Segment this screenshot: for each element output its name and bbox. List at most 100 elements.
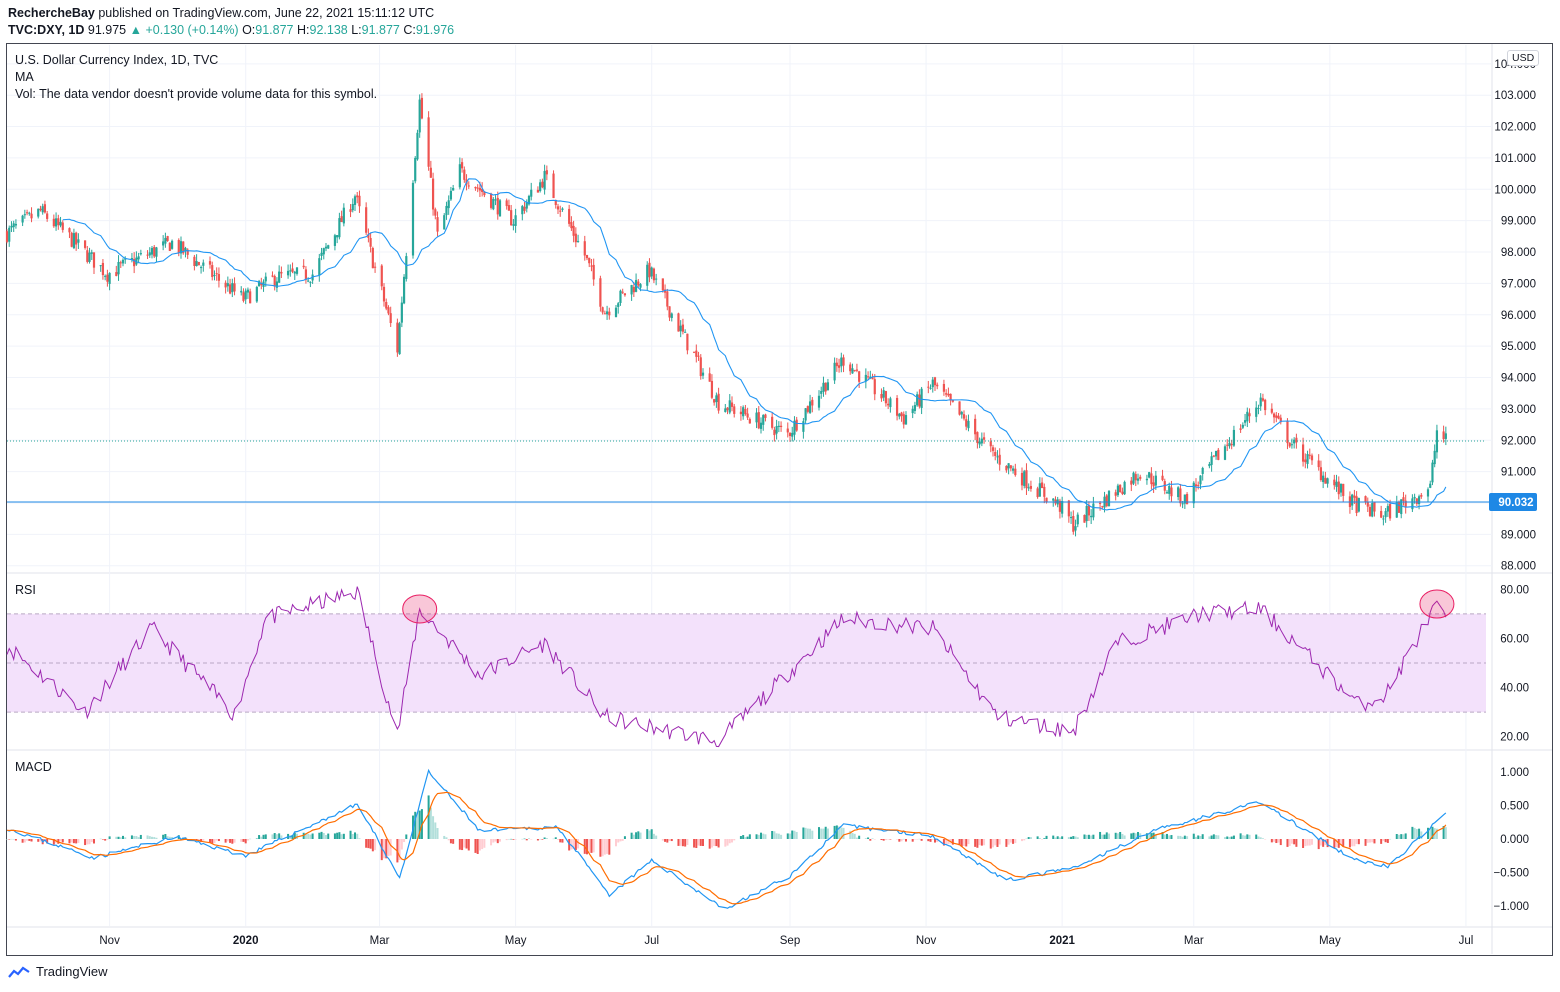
macd-histogram-bar <box>746 836 749 839</box>
candle-body <box>478 187 482 191</box>
candle-body <box>1366 502 1369 507</box>
candle-body <box>884 391 888 404</box>
candle-body <box>166 236 169 241</box>
candle-body <box>496 197 499 215</box>
price-tick-label: 93.000 <box>1501 404 1536 416</box>
candle-body <box>1288 442 1291 447</box>
candle-body <box>8 227 11 242</box>
candle-body <box>124 258 127 260</box>
candle-body <box>99 265 102 267</box>
candle-body <box>1183 494 1186 504</box>
candle-body <box>184 247 187 251</box>
candle-body <box>668 306 671 318</box>
macd-histogram-bar <box>1132 832 1135 839</box>
macd-histogram-bar <box>1215 835 1218 839</box>
macd-histogram-bar <box>733 839 736 841</box>
candle-body <box>307 280 310 282</box>
currency-button[interactable]: USD <box>1507 50 1540 66</box>
candle-body <box>512 224 515 226</box>
macd-histogram-bar <box>630 832 633 839</box>
candle-body <box>39 208 42 211</box>
price-tick-label: 97.000 <box>1501 278 1536 290</box>
price-tick-label: 102.000 <box>1494 122 1536 134</box>
candle-body <box>713 399 716 403</box>
candle-body <box>458 164 461 188</box>
macd-histogram-bar <box>1257 836 1260 839</box>
candle-body <box>887 403 890 406</box>
candle-body <box>148 252 151 256</box>
candle-body <box>1194 484 1198 487</box>
macd-histogram-bar <box>1431 826 1434 839</box>
candle-body <box>431 178 435 210</box>
macd-histogram-bar <box>849 830 852 839</box>
macd-histogram-bar <box>405 834 408 839</box>
price-tick-label: 96.000 <box>1501 310 1536 322</box>
candle-body <box>1368 506 1372 516</box>
candle-body <box>980 438 983 444</box>
candle-body <box>275 281 279 288</box>
macd-histogram-bar <box>789 833 791 839</box>
candle-body <box>849 364 852 372</box>
macd-histogram-bar <box>1369 839 1371 843</box>
candle-body <box>655 278 658 280</box>
candle-body <box>855 369 859 371</box>
candle-body <box>1322 475 1325 483</box>
candle-body <box>90 252 93 254</box>
macd-histogram-bar <box>385 839 388 859</box>
candle-body <box>367 234 370 238</box>
macd-histogram-bar <box>559 839 562 843</box>
macd-histogram-bar <box>293 832 296 839</box>
candle-body <box>1139 476 1142 479</box>
macd-histogram-bar <box>1248 834 1251 839</box>
macd-histogram-bar <box>429 807 432 839</box>
macd-histogram <box>6 795 1447 863</box>
candle-body <box>989 441 992 447</box>
candle-body <box>197 261 200 266</box>
candle-body <box>108 272 111 284</box>
candle-body <box>621 291 624 293</box>
candle-body <box>70 232 73 247</box>
macd-histogram-bar <box>1427 827 1429 839</box>
macd-histogram-bar <box>1092 834 1095 839</box>
candle-body <box>1388 503 1392 519</box>
macd-histogram-bar <box>380 839 383 861</box>
macd-histogram-bar <box>354 832 356 839</box>
macd-histogram-bar <box>1054 837 1057 839</box>
candle-body <box>318 258 321 276</box>
candle-body <box>661 278 664 291</box>
candle-body <box>913 405 917 411</box>
macd-histogram-bar <box>1275 839 1278 844</box>
candle-body <box>1136 478 1140 481</box>
macd-histogram-bar <box>793 830 796 839</box>
candle-body <box>1197 484 1200 486</box>
candle-body <box>1337 481 1340 495</box>
candle-body <box>195 261 198 267</box>
candle-body <box>351 204 354 211</box>
macd-histogram-bar <box>523 838 526 840</box>
macd-histogram-bar <box>1418 828 1421 839</box>
price-tick-label: 88.000 <box>1501 561 1536 573</box>
rsi-highlight-circle <box>402 594 438 624</box>
candle-body <box>494 199 497 201</box>
macd-histogram-bar <box>1308 839 1311 846</box>
macd-histogram-bar <box>929 839 932 842</box>
macd-histogram-bar <box>1061 836 1064 839</box>
macd-histogram-bar <box>1444 827 1447 839</box>
macd-histogram-bar <box>260 836 263 839</box>
candle-body <box>1371 503 1374 517</box>
candle-body <box>759 422 763 429</box>
candle-body <box>492 198 495 210</box>
candle-body <box>1415 498 1418 504</box>
candle-body <box>83 240 87 248</box>
chart-frame[interactable] <box>6 43 1553 956</box>
x-tick-label: Jul <box>644 935 659 947</box>
candle-body <box>1270 408 1273 413</box>
candle-body <box>1364 496 1367 503</box>
price-tick-label: 95.000 <box>1501 341 1536 353</box>
macd-histogram-bar <box>757 834 760 839</box>
x-tick-label: Mar <box>370 935 390 947</box>
candle-body <box>137 256 140 260</box>
macd-histogram-bar <box>322 832 325 839</box>
symbol: TVC:DXY, 1D <box>8 23 85 37</box>
